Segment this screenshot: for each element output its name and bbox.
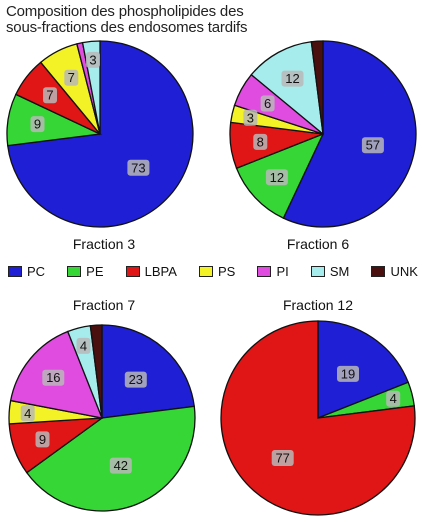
legend-item-pe: PE xyxy=(67,263,104,279)
pie-label-bg-pi xyxy=(260,95,275,112)
pie-label-bg-pe xyxy=(386,390,401,407)
pie-label-lbpa: 9 xyxy=(39,432,46,447)
pie-label-pe: 4 xyxy=(390,391,397,406)
legend-item-unk: UNK xyxy=(371,263,418,279)
pie-label-bg-sm xyxy=(281,70,304,87)
pie-slice-lbpa xyxy=(220,320,416,516)
pie-label-pc: 73 xyxy=(131,160,145,175)
pie-label-bg-sm xyxy=(76,337,91,354)
pie-caption-fraction-3: Fraction 3 xyxy=(72,236,136,252)
legend-swatch-pe xyxy=(67,265,82,277)
pie-label-lbpa: 8 xyxy=(257,134,264,149)
pie-slice-pc xyxy=(282,40,417,228)
legend-label-pi: PI xyxy=(276,263,289,279)
legend-swatch-pc xyxy=(8,265,22,277)
pie-label-bg-pi xyxy=(42,369,65,386)
pie-label-pe: 9 xyxy=(34,117,41,132)
pie-label-bg-pc xyxy=(127,159,150,176)
pie-label-sm: 3 xyxy=(89,52,96,67)
legend-item-pc: PC xyxy=(8,264,45,279)
legend-swatch-ps xyxy=(199,265,214,277)
pie-caption-fraction-6: Fraction 6 xyxy=(286,236,350,252)
pie-label-bg-pe xyxy=(109,457,132,474)
pie-slice-unk xyxy=(89,324,103,419)
pie-label-lbpa: 7 xyxy=(46,88,53,103)
legend-item-lbpa: LBPA xyxy=(125,263,177,279)
legend-swatch-lbpa xyxy=(125,265,140,277)
pie-slice-sm xyxy=(250,41,324,136)
pie-label-bg-ps xyxy=(64,69,79,86)
pie-slice-pc xyxy=(317,320,410,419)
legend-item-ps: PS xyxy=(199,264,235,279)
pie-label-pe: 12 xyxy=(270,170,284,185)
legend-item-sm: SM xyxy=(310,263,350,279)
pie-label-ps: 3 xyxy=(247,110,254,125)
legend-label-unk: UNK xyxy=(390,263,418,279)
pie-label-pc: 19 xyxy=(341,366,355,381)
pie-label-pe: 42 xyxy=(114,458,128,473)
pie-label-sm: 4 xyxy=(80,338,87,353)
pie-fraction-3: 19 4 77 xyxy=(220,320,416,516)
pie-caption-fraction-7: Fraction 7 xyxy=(72,297,136,313)
pie-label-bg-pc xyxy=(124,371,147,388)
legend-label-sm: SM xyxy=(329,263,350,279)
chart-title-line-1: Composition des phospholipides des xyxy=(6,3,244,20)
pie-label-bg-pc xyxy=(361,137,384,154)
pie-label-pc: 23 xyxy=(129,372,143,387)
legend-item-pi: PI xyxy=(257,263,289,279)
chart-title-line-2: sous-fractions des endosomes tardifs xyxy=(6,19,248,36)
pie-label-bg-pe xyxy=(265,169,288,186)
legend-label-lbpa: LBPA xyxy=(144,263,177,279)
pie-label-pi: 16 xyxy=(46,370,60,385)
pie-slice-unk xyxy=(310,40,324,135)
pie-label-bg-lbpa xyxy=(271,450,294,466)
pie-label-pc: 57 xyxy=(366,138,380,153)
pie-label-sm: 12 xyxy=(285,71,299,86)
pie-label-pi: 6 xyxy=(264,96,271,111)
legend-label-pe: PE xyxy=(86,263,104,279)
legend-swatch-pi xyxy=(257,265,272,277)
pie-label-ps: 7 xyxy=(68,70,75,85)
pie-label-bg-pe xyxy=(30,116,45,133)
legend-swatch-sm xyxy=(310,265,325,277)
legend-swatch-unk xyxy=(371,265,386,277)
legend-label-pc: PC xyxy=(27,263,46,279)
pie-caption-fraction-12: Fraction 12 xyxy=(282,297,354,313)
legend-label-ps: PS xyxy=(218,263,236,279)
pie-label-bg-ps xyxy=(243,109,258,126)
pie-label-bg-sm xyxy=(86,51,100,68)
pie-label-bg-lbpa xyxy=(43,87,57,104)
legend: PC PE LBPA PS PI SM UNK xyxy=(8,262,418,280)
pie-label-bg-lbpa xyxy=(35,431,50,448)
pie-label-lbpa: 77 xyxy=(275,451,289,466)
pie-label-bg-lbpa xyxy=(253,133,268,150)
pie-fraction-1: 57 12 836 12 xyxy=(229,40,417,228)
pie-label-bg-pc xyxy=(337,365,359,382)
pie-slice-pc xyxy=(101,324,195,419)
pie-label-bg-ps xyxy=(20,405,35,422)
pie-label-ps: 4 xyxy=(24,406,31,421)
chart-title: Composition des phospholipides des sous-… xyxy=(6,4,306,36)
